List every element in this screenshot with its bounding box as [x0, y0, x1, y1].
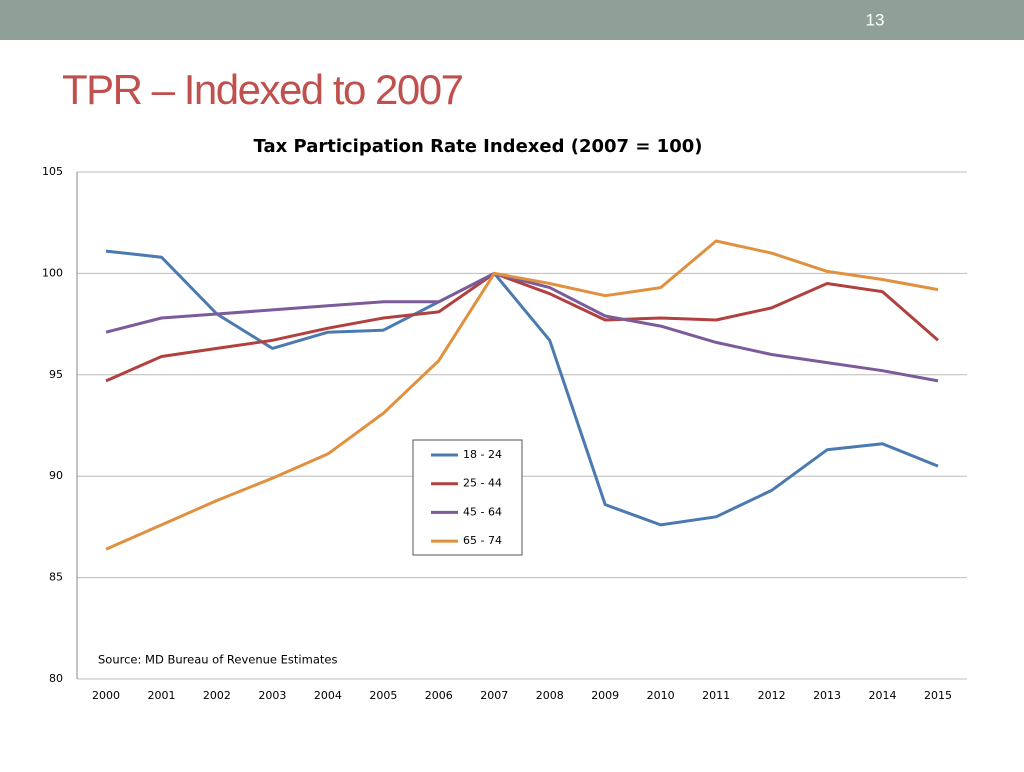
legend-label: 65 - 74: [463, 534, 502, 547]
series-line: [105, 239, 939, 551]
y-tick-label: 100: [42, 266, 63, 279]
x-tick-label: 2015: [924, 689, 952, 702]
series-line: [105, 271, 939, 383]
x-tick-label: 2002: [203, 689, 231, 702]
x-tick-label: 2004: [314, 689, 342, 702]
x-tick-label: 2013: [813, 689, 841, 702]
x-tick-label: 2011: [702, 689, 730, 702]
x-tick-label: 2010: [647, 689, 675, 702]
x-tick-label: 2012: [758, 689, 786, 702]
series-line: [105, 249, 939, 527]
x-tick-label: 2001: [147, 689, 175, 702]
legend-label: 45 - 64: [463, 505, 502, 518]
y-tick-label: 85: [49, 571, 63, 584]
y-tick-label: 105: [42, 165, 63, 178]
x-tick-label: 2005: [369, 689, 397, 702]
y-tick-label: 80: [49, 672, 63, 685]
legend-box: [412, 439, 523, 556]
slide-title: TPR – Indexed to 2007: [62, 66, 463, 113]
x-tick-label: 2008: [536, 689, 564, 702]
source-note: Source: MD Bureau of Revenue Estimates: [98, 653, 337, 667]
series-line: [105, 271, 939, 383]
header-bar: [0, 0, 1024, 40]
x-tick-label: 2014: [869, 689, 897, 702]
x-tick-label: 2000: [92, 689, 120, 702]
legend-label: 25 - 44: [463, 477, 502, 490]
slide-number: 13: [866, 10, 885, 29]
legend-label: 18 - 24: [463, 448, 502, 461]
y-tick-label: 90: [49, 469, 63, 482]
y-tick-label: 95: [49, 368, 63, 381]
x-tick-label: 2007: [480, 689, 508, 702]
x-tick-label: 2009: [591, 689, 619, 702]
x-tick-label: 2006: [425, 689, 453, 702]
x-tick-label: 2003: [258, 689, 286, 702]
chart-title: Tax Participation Rate Indexed (2007 = 1…: [254, 136, 703, 157]
